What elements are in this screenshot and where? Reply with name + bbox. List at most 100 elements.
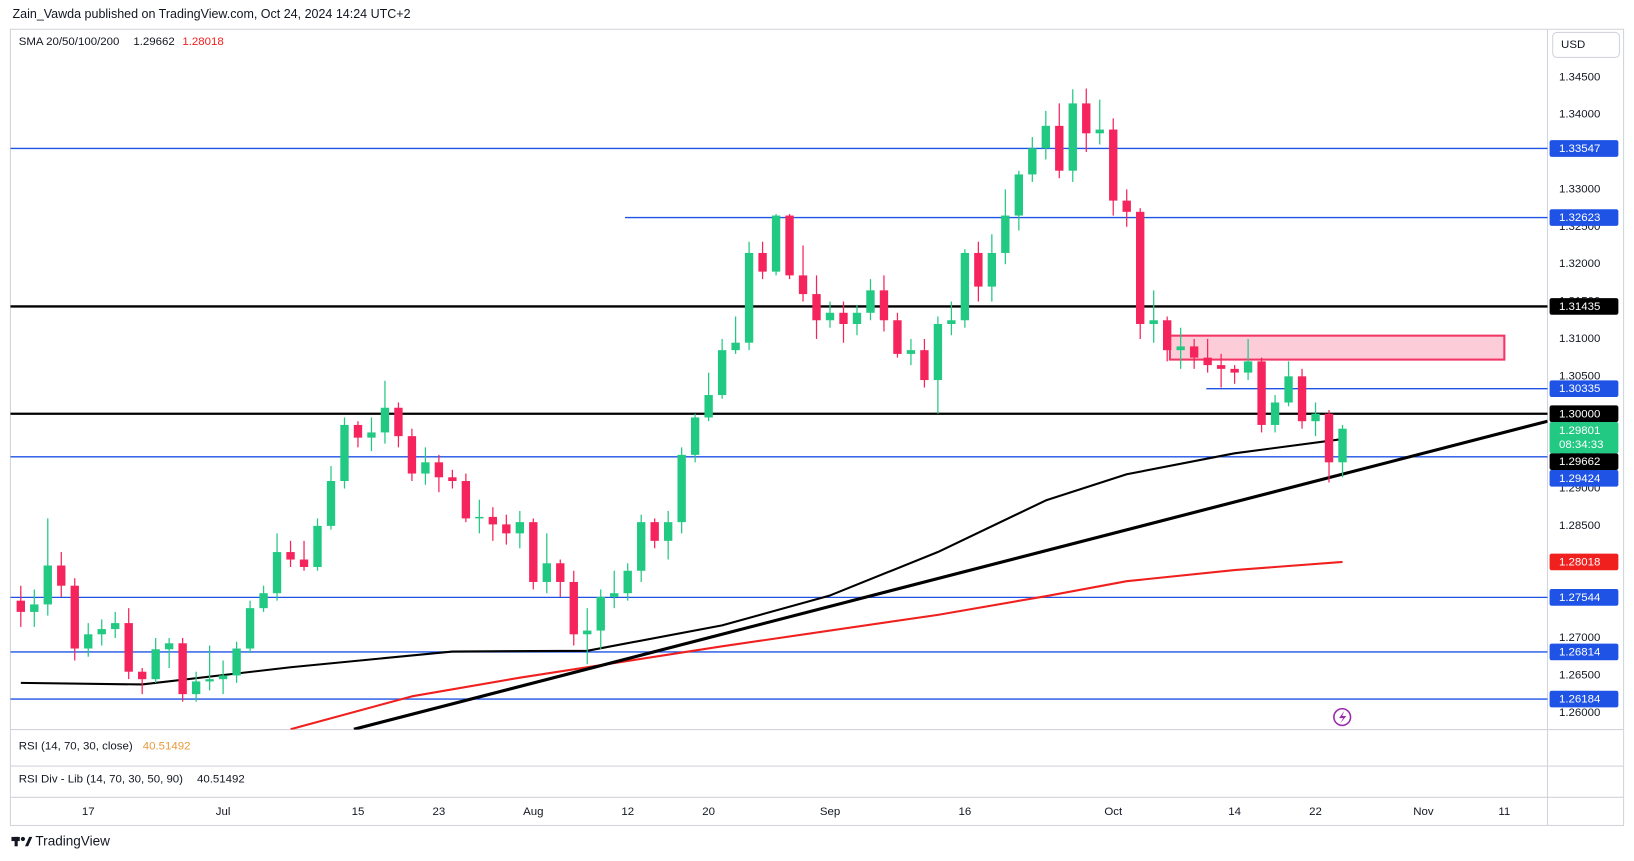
candle-body	[326, 481, 336, 526]
candle-body	[1095, 129, 1104, 134]
candle-body	[1243, 361, 1253, 373]
candle-body	[16, 600, 25, 612]
candle-body	[259, 593, 268, 609]
countdown: 08:34:33	[1559, 439, 1604, 451]
candle-body	[111, 623, 120, 630]
price-tag-label: 1.27544	[1559, 592, 1601, 604]
candle-body	[218, 675, 228, 680]
x-tick-label: 23	[433, 806, 446, 818]
x-tick-label: 17	[82, 806, 95, 818]
candle-body	[1068, 103, 1077, 171]
candle-body	[1122, 200, 1131, 212]
y-tick-label: 1.26000	[1559, 707, 1600, 719]
candle-body	[1311, 413, 1320, 422]
candle-body	[205, 679, 214, 682]
candle-body	[299, 559, 309, 568]
x-tick-label: Jul	[216, 806, 231, 818]
candle-body	[1001, 215, 1010, 253]
candle-body	[1338, 428, 1347, 463]
candle-body	[529, 522, 538, 582]
candle-body	[272, 552, 282, 594]
price-tag	[1549, 553, 1619, 571]
price-tag-label: 1.29801	[1559, 425, 1600, 437]
candle-body	[893, 320, 902, 354]
candle-body	[960, 252, 970, 321]
candle-body	[677, 454, 686, 523]
candle-body	[758, 252, 767, 272]
price-tag	[1549, 209, 1619, 226]
indicator-value: 40.51492	[143, 740, 191, 752]
candle-body	[704, 395, 713, 418]
y-tick-label: 1.31000	[1559, 333, 1600, 345]
candle-body	[690, 417, 700, 455]
candle-body	[84, 634, 93, 649]
candle-body	[97, 629, 106, 635]
candle-body	[138, 671, 147, 680]
price-tag-label: 1.29424	[1559, 473, 1601, 485]
x-tick-label: 20	[702, 806, 715, 818]
candle-body	[191, 681, 201, 695]
x-tick-label: Nov	[1413, 806, 1434, 818]
y-tick-label: 1.27000	[1559, 632, 1600, 644]
y-tick-label: 1.33000	[1559, 183, 1600, 195]
frame	[9, 28, 1625, 826]
x-tick-label: 11	[1498, 806, 1510, 818]
candle-body	[245, 608, 255, 649]
candle-body	[1189, 346, 1199, 358]
price-tag	[1549, 690, 1619, 708]
candle-body	[502, 524, 511, 534]
supply-zone	[1168, 334, 1506, 361]
candle-body	[906, 350, 916, 354]
logo: TradingView	[35, 834, 110, 849]
candle-body	[866, 290, 875, 313]
candle-body	[1297, 376, 1307, 422]
candle-body	[286, 552, 295, 560]
price-tag	[1549, 589, 1619, 606]
candle-body	[731, 342, 740, 351]
candle-body	[151, 649, 160, 680]
y-tick-label: 1.30500	[1559, 370, 1600, 382]
indicator-label: RSI (14, 70, 30, close)	[19, 740, 133, 752]
candle-body	[448, 477, 457, 482]
price-tag	[1549, 422, 1619, 454]
candle-body	[232, 648, 241, 676]
candle-body	[1257, 361, 1266, 425]
x-tick-label: 22	[1309, 806, 1322, 818]
price-tag	[1549, 298, 1619, 315]
candle-body	[1109, 129, 1118, 201]
candle-body	[57, 565, 66, 586]
candle-body	[785, 215, 794, 276]
candle-body	[933, 323, 943, 381]
candle-body	[637, 522, 646, 571]
candle-body	[974, 252, 983, 287]
candle-body	[1270, 402, 1280, 425]
x-tick-label: 14	[1228, 806, 1241, 818]
candle-body	[1136, 211, 1145, 324]
candle-body	[1203, 357, 1212, 366]
x-tick-label: 12	[621, 806, 634, 818]
candle-body	[1149, 320, 1158, 324]
candle-body	[583, 630, 592, 635]
candle-body	[488, 516, 498, 525]
candle-body	[394, 407, 403, 437]
alert-icon[interactable]	[1333, 707, 1352, 727]
candle-body	[475, 516, 484, 519]
candle-body	[852, 312, 862, 324]
candle-body	[798, 275, 808, 295]
currency[interactable]: USD	[1561, 39, 1585, 51]
currency-box[interactable]	[1552, 31, 1620, 58]
sma-value: 1.28018	[182, 36, 223, 48]
publisher: Zain_Vawda published on TradingView.com,…	[13, 7, 411, 21]
candle-body	[1284, 376, 1293, 403]
candle-body	[380, 407, 390, 433]
candle-body	[920, 350, 929, 381]
candle-body	[987, 252, 997, 287]
price-tag-label: 1.28018	[1559, 556, 1600, 568]
x-tick-label: Sep	[820, 806, 840, 818]
candle-body	[1041, 125, 1050, 149]
candle-body	[178, 643, 187, 695]
y-tick-label: 1.32000	[1559, 258, 1600, 270]
candle-body	[353, 424, 363, 438]
